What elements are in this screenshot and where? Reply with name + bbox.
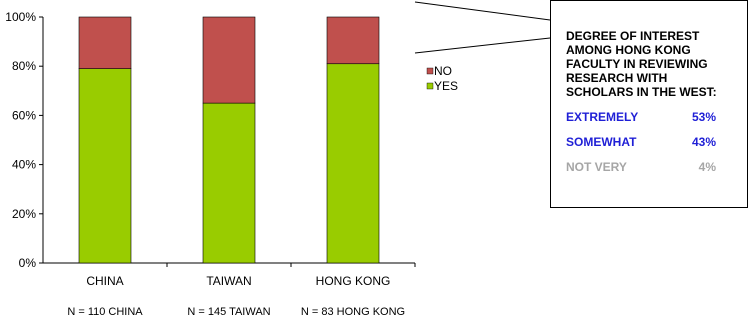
legend-label-no: NO: [434, 64, 452, 78]
y-tick-label: 0%: [19, 256, 37, 270]
y-tick-label: 40%: [12, 158, 36, 172]
y-tick-label: 20%: [12, 207, 36, 221]
chart-bars: [78, 16, 380, 264]
x-tick-label: TAIWAN: [206, 274, 251, 288]
callout-row-label: NOT VERY: [566, 159, 627, 174]
callout-row-extremely: EXTREMELY 53%: [566, 104, 737, 129]
callout-connector-lines: [414, 1, 551, 54]
callout-connector-bottom: [414, 37, 551, 54]
bar-no-taiwan: [202, 16, 256, 104]
chart-axes: 0% 20% 40% 60% 80% 100% CHINA N = 110 CHINA TAIW…: [5, 10, 416, 318]
legend-swatch-no: [426, 67, 434, 75]
callout-row-label: SOMEWHAT: [566, 134, 637, 149]
callout-connector-top: [414, 1, 551, 21]
bar-no-china: [78, 16, 132, 69]
legend-label-yes: YES: [434, 79, 458, 93]
bar-yes-hong-kong: [326, 63, 380, 264]
callout-title: DEGREE OF INTEREST AMONG HONG KONG FACUL…: [566, 29, 717, 99]
callout-row-value: 4%: [698, 159, 716, 174]
sample-size-label: N = 83 HONG KONG: [301, 306, 405, 318]
callout-row-label: EXTREMELY: [566, 109, 639, 124]
y-tick-label: 80%: [12, 59, 36, 73]
sample-size-label: N = 110 CHINA: [67, 306, 143, 318]
callout-row-somewhat: SOMEWHAT 43%: [566, 129, 737, 154]
x-tick-label: HONG KONG: [316, 274, 391, 288]
callout-row-not-very: NOT VERY 4%: [566, 154, 737, 179]
sample-size-label: N = 145 TAIWAN: [187, 306, 270, 318]
bar-yes-china: [78, 68, 132, 264]
callout-row-value: 43%: [691, 134, 716, 149]
legend-swatch-yes: [426, 82, 434, 90]
callout-row-value: 53%: [691, 109, 716, 124]
x-tick-label: CHINA: [86, 274, 123, 288]
y-tick-label: 60%: [12, 108, 36, 122]
interest-callout-box: DEGREE OF INTEREST AMONG HONG KONG FACUL…: [550, 0, 748, 208]
bar-yes-taiwan: [202, 102, 256, 264]
y-tick-label: 100%: [5, 10, 36, 24]
bar-no-hong-kong: [326, 16, 380, 65]
